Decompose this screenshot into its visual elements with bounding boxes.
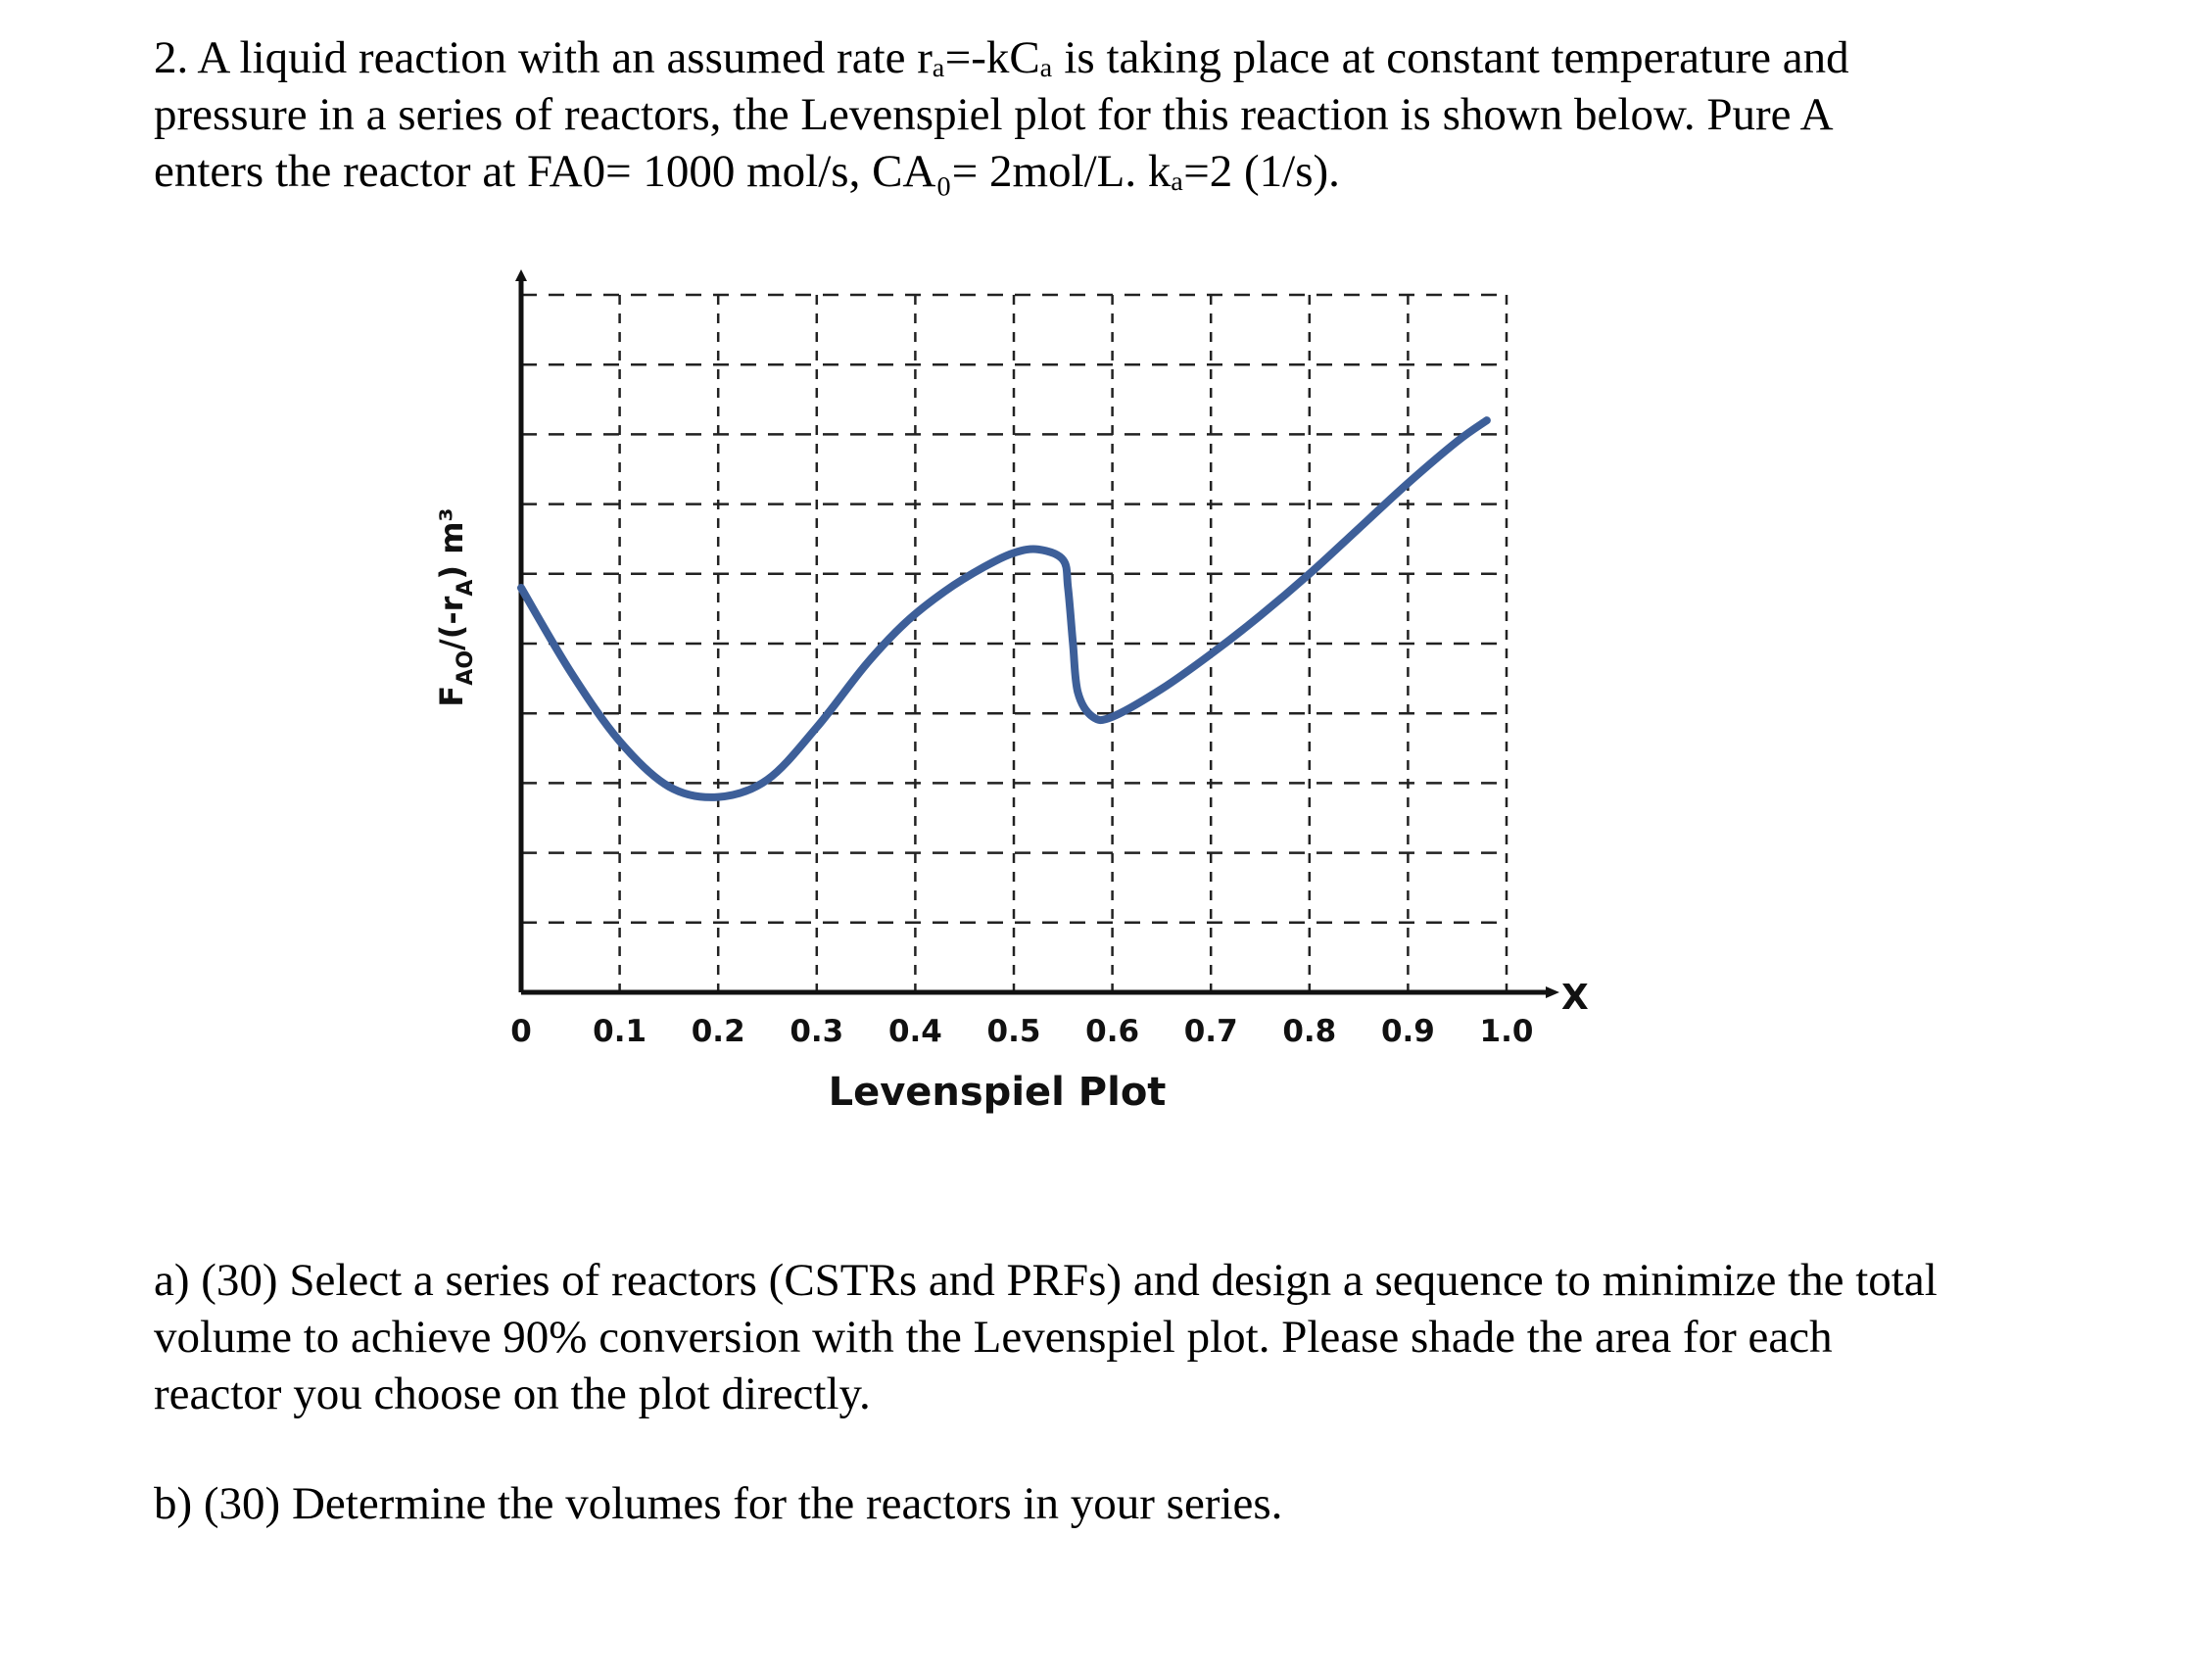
- part-a-line: a) (30) Select a series of reactors (CST…: [154, 1255, 1938, 1306]
- problem-intro-line: 2. A liquid reaction with an assumed rat…: [154, 32, 1849, 83]
- x-tick-label: 0.1: [593, 1014, 646, 1049]
- x-tick-label: 0.9: [1381, 1014, 1435, 1049]
- x-tick-labels: 0 0.1 0.2 0.3 0.4 0.5 0.6 0.7 0.8 0.9 1.0: [510, 1014, 1533, 1049]
- part-a-line: volume to achieve 90% conversion with th…: [154, 1312, 1833, 1363]
- x-tick-label: 0.6: [1085, 1014, 1139, 1049]
- x-tick-label: 0.4: [888, 1014, 942, 1049]
- part-a-line: reactor you choose on the plot directly.: [154, 1368, 871, 1419]
- x-tick-label: 1.0: [1480, 1014, 1534, 1049]
- y-axis-title-mid: /(-r: [433, 596, 470, 650]
- x-tick-label: 0.2: [692, 1014, 745, 1049]
- y-axis-arrow: [515, 269, 527, 281]
- problem-intro-line: pressure in a series of reactors, the Le…: [154, 89, 1834, 140]
- question-part-b: b) (30) Determine the volumes for the re…: [154, 1475, 2113, 1532]
- problem-intro-line: enters the reactor at FA0= 1000 mol/s, C…: [154, 146, 1340, 197]
- x-axis-arrow: [1546, 986, 1559, 998]
- y-axis-title: FAO/(-rA) m³: [433, 507, 478, 706]
- levenspiel-chart: 0 0.1 0.2 0.3 0.4 0.5 0.6 0.7 0.8 0.9 1.0 X Levens…: [433, 269, 1589, 1115]
- y-axis-title-sub1: AO: [454, 650, 478, 686]
- part-b-line: b) (30) Determine the volumes for the re…: [154, 1478, 1283, 1529]
- x-tick-label: 0.8: [1282, 1014, 1336, 1049]
- x-axis-variable-label: X: [1561, 978, 1589, 1018]
- x-tick-label: 0.7: [1184, 1014, 1238, 1049]
- y-axis-title-sub2: A: [454, 580, 478, 597]
- chart-title: Levenspiel Plot: [829, 1070, 1167, 1115]
- x-tick-label: 0.5: [987, 1014, 1041, 1049]
- levenspiel-curve: [517, 416, 1491, 801]
- x-tick-label: 0: [510, 1014, 532, 1049]
- x-tick-label: 0.3: [790, 1014, 843, 1049]
- chart-axes: [515, 269, 1559, 998]
- y-axis-title-unit: m³: [433, 507, 470, 565]
- y-axis-title-close: ): [433, 565, 470, 580]
- question-part-a: a) (30) Select a series of reactors (CST…: [154, 1252, 2113, 1422]
- y-axis-title-f: F: [433, 686, 470, 707]
- problem-intro: 2. A liquid reaction with an assumed rat…: [154, 29, 2113, 200]
- chart-grid: [521, 293, 1508, 992]
